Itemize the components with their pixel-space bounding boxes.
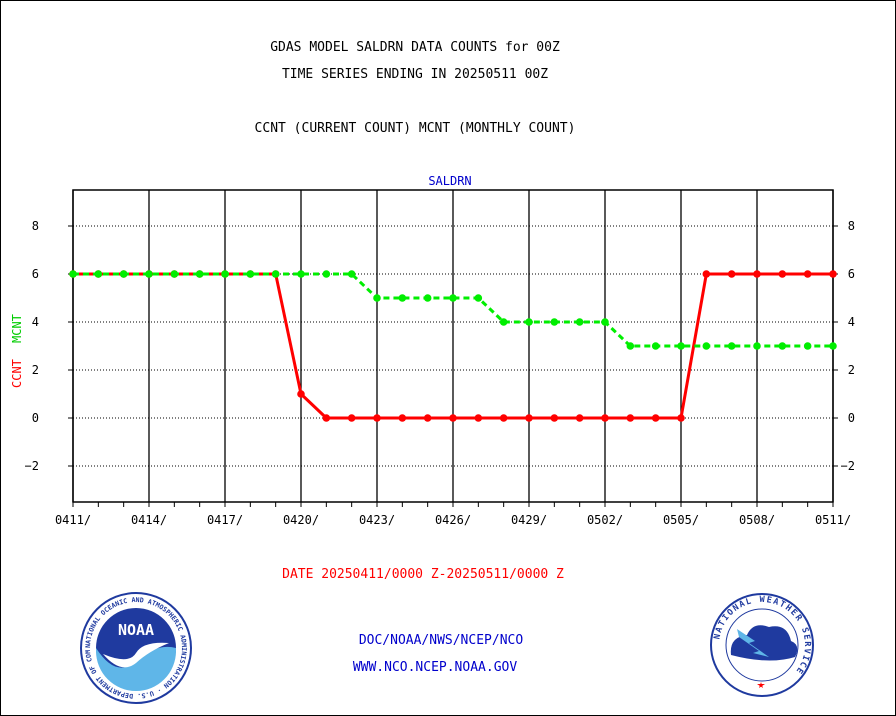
y-tick-label-right: −2 [841, 459, 855, 473]
y-tick-label-right: 0 [848, 411, 855, 425]
data-point-mcnt [778, 342, 787, 350]
data-point-ccnt [601, 414, 609, 422]
data-point-ccnt [525, 414, 533, 422]
data-point-mcnt [449, 294, 457, 302]
noaa-logo[interactable]: NOAA NATIONAL OCEANIC AND ATMOSPHERIC AD… [79, 591, 193, 705]
data-point-mcnt [170, 270, 179, 278]
data-point-mcnt [525, 318, 533, 326]
y-tick-label-left: 4 [32, 315, 39, 329]
data-point-ccnt [297, 390, 305, 398]
y-axis-label-mcnt: MCNT [10, 314, 24, 343]
data-point-mcnt [651, 342, 660, 350]
y-tick-label-left: −2 [25, 459, 39, 473]
data-point-ccnt [829, 270, 837, 278]
data-point-ccnt [474, 414, 483, 422]
data-point-mcnt [803, 342, 812, 350]
data-point-mcnt [69, 270, 77, 278]
data-point-mcnt [94, 270, 103, 278]
y-tick-label-left: 8 [32, 219, 39, 233]
x-tick-label: 0423/ [359, 513, 395, 527]
data-point-ccnt [347, 414, 356, 422]
y-tick-labels-left: −2 0 2 4 6 8 [25, 219, 39, 473]
data-point-ccnt [626, 414, 635, 422]
data-point-ccnt [803, 270, 812, 278]
x-tick-label: 0429/ [511, 513, 547, 527]
chart-subtitle: CCNT (CURRENT COUNT) MCNT (MONTHLY COUNT… [254, 121, 576, 136]
data-point-ccnt [702, 270, 711, 278]
data-point-mcnt [119, 270, 128, 278]
data-point-mcnt [550, 318, 559, 326]
x-tick-label: 0511/ [815, 513, 851, 527]
data-point-mcnt [373, 294, 381, 302]
x-tick-label: 0502/ [587, 513, 623, 527]
data-point-mcnt [145, 270, 153, 278]
data-point-mcnt [221, 270, 229, 278]
x-tick-label: 0420/ [283, 513, 319, 527]
data-point-ccnt [322, 414, 331, 422]
website-link[interactable]: WWW.NCO.NCEP.NOAA.GOV [352, 660, 518, 675]
data-point-mcnt [601, 318, 609, 326]
data-point-mcnt [271, 270, 280, 278]
y-tick-label-left: 0 [32, 411, 39, 425]
data-point-mcnt [677, 342, 685, 350]
data-point-ccnt [727, 270, 736, 278]
y-tick-label-right: 6 [848, 267, 855, 281]
data-point-mcnt [297, 270, 305, 278]
data-point-mcnt [246, 270, 255, 278]
data-point-mcnt [626, 342, 635, 350]
data-point-ccnt [677, 414, 685, 422]
x-tick-label: 0505/ [663, 513, 699, 527]
chart-title-line1: GDAS MODEL SALDRN DATA COUNTS for 00Z [270, 40, 560, 55]
data-point-ccnt [575, 414, 584, 422]
date-range-label: DATE 20250411/0000 Z-20250511/0000 Z [282, 567, 564, 582]
data-point-ccnt [449, 414, 457, 422]
data-point-ccnt [778, 270, 787, 278]
data-point-mcnt [474, 294, 483, 302]
data-point-ccnt [753, 270, 761, 278]
y-tick-label-left: 6 [32, 267, 39, 281]
data-point-mcnt [702, 342, 711, 350]
series-layer [69, 270, 837, 422]
data-point-ccnt [423, 414, 432, 422]
y-tick-label-left: 2 [32, 363, 39, 377]
org-label: DOC/NOAA/NWS/NCEP/NCO [358, 633, 524, 648]
data-point-mcnt [195, 270, 204, 278]
data-point-mcnt [727, 342, 736, 350]
data-point-mcnt [753, 342, 761, 350]
nws-logo[interactable]: NATIONAL WEATHER SERVICE [709, 593, 815, 697]
x-tick-label: 0411/ [55, 513, 91, 527]
data-point-ccnt [499, 414, 508, 422]
plot-series-title: SALDRN [428, 174, 471, 188]
y-tick-label-right: 4 [848, 315, 855, 329]
grid-lines [68, 190, 838, 507]
x-tick-label: 0417/ [207, 513, 243, 527]
y-axis-label-ccnt: CCNT [10, 359, 24, 388]
data-point-mcnt [829, 342, 837, 350]
y-tick-labels-right: −2 0 2 4 6 8 [841, 219, 855, 473]
x-tick-labels: 0411/0414/0417/0420/0423/0426/0429/0502/… [55, 513, 851, 527]
noaa-logo-text: NOAA [118, 621, 154, 639]
x-tick-label: 0414/ [131, 513, 167, 527]
chart-title-line2: TIME SERIES ENDING IN 20250511 00Z [281, 67, 549, 82]
data-point-mcnt [499, 318, 508, 326]
data-point-ccnt [651, 414, 660, 422]
data-point-mcnt [423, 294, 432, 302]
y-tick-label-right: 2 [848, 363, 855, 377]
data-point-mcnt [347, 270, 356, 278]
x-tick-label: 0426/ [435, 513, 471, 527]
x-tick-label: 0508/ [739, 513, 775, 527]
y-tick-label-right: 8 [848, 219, 855, 233]
data-point-mcnt [398, 294, 407, 302]
data-point-ccnt [550, 414, 559, 422]
data-point-mcnt [575, 318, 584, 326]
data-point-mcnt [322, 270, 331, 278]
series-mcnt [69, 270, 837, 350]
data-point-ccnt [398, 414, 407, 422]
data-point-ccnt [373, 414, 381, 422]
